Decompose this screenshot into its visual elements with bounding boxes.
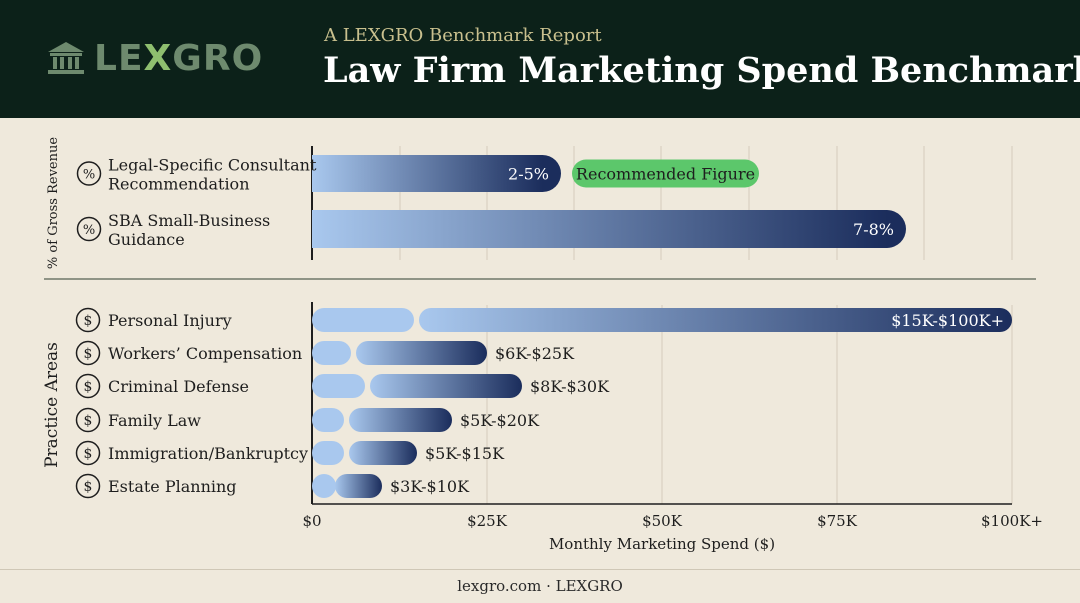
category-label-revenue-line1: SBA Small-Business [108,211,270,230]
dollar-icon [75,340,101,366]
revenue-value-label: 7-8% [853,220,894,239]
practice-area-label: Family Law [108,411,201,430]
range-bar [370,374,522,398]
range-value-label: $8K-$30K [530,377,610,396]
dollar-icon [75,440,101,466]
benchmark-chart: % of Gross Revenue Practice Areas% Legal-S… [42,137,1043,553]
dollar-icon-glyph: $ [84,446,93,462]
range-bar-min [312,341,351,365]
x-tick-label: $25K [467,512,508,530]
range-value-label: $5K-$20K [460,411,540,430]
practice-area-label: Personal Injury [108,311,232,330]
dollar-icon-glyph: $ [84,313,93,329]
range-bar-min [312,474,336,498]
range-bar-min [312,374,365,398]
x-tick-label: $50K [642,512,683,530]
footer-divider [0,569,1080,570]
range-bar [335,474,382,498]
revenue-bar [312,210,887,248]
x-tick-label: $75K [817,512,858,530]
dollar-icon-glyph: $ [84,346,93,362]
range-bar-min [312,441,344,465]
practice-area-label: Immigration/Bankruptcy [108,444,308,463]
footer-text: lexgro.com · LEXGRO [457,577,623,595]
percent-icon [76,161,102,186]
dollar-icon-glyph: $ [84,379,93,395]
range-bar [356,341,487,365]
range-value-label: $5K-$15K [425,444,505,463]
range-value-label: $15K-$100K+ [891,311,1004,330]
dollar-icon [75,407,101,433]
revenue-value-label: 2-5% [508,165,549,184]
range-bar-min [312,308,414,332]
dollar-icon [75,307,101,333]
x-tick-label: $0 [302,512,321,530]
report-title: Law Firm Marketing Spend Benchmarks [323,50,1080,91]
logo-text-a: LE [94,38,144,79]
x-axis-title: Monthly Marketing Spend ($) [549,535,775,553]
lexgro-logo: LEXGRO [46,38,286,80]
logo-wordmark: LEXGRO [94,38,263,79]
labels-layer: % of Gross Revenue Practice Areas% Legal-S… [42,137,1043,553]
category-label-revenue-line2: Recommendation [108,175,250,194]
header-banner: LEXGRO A LEXGRO Benchmark Report Law Fir… [0,0,1080,118]
dollar-icon [75,373,101,399]
recommended-badge [572,159,759,188]
recommended-badge-label: Recommended Figure [576,165,755,184]
x-tick-label: $100K+ [981,512,1043,530]
logo-text-x: X [143,38,173,79]
practice-area-label: Estate Planning [108,477,237,496]
range-bar [419,308,1012,332]
dollar-icon-glyph: $ [84,479,93,495]
range-value-label: $3K-$10K [390,477,470,496]
group-label-practice: Practice Areas [42,342,62,468]
dollar-icon-glyph: $ [84,413,93,429]
report-subtitle: A LEXGRO Benchmark Report [324,25,602,46]
range-bar [349,408,452,432]
range-bar [349,441,417,465]
group-label-revenue: % of Gross Revenue [46,137,61,269]
percent-icon-glyph: % [83,223,95,238]
logo-text-b: GRO [172,38,264,79]
percent-icon [76,216,102,242]
percent-icon-glyph: % [83,168,95,183]
practice-area-label: Criminal Defense [108,377,249,396]
revenue-bar [312,155,543,192]
range-bar-min [312,408,344,432]
dollar-icon [75,473,101,499]
category-label-revenue-line2: Guidance [108,230,185,249]
practice-area-label: Workers’ Compensation [108,344,302,363]
category-label-revenue-line1: Legal-Specific Consultant [108,156,317,175]
range-value-label: $6K-$25K [495,344,575,363]
courthouse-icon [48,42,84,74]
bars-layer [312,155,1012,498]
